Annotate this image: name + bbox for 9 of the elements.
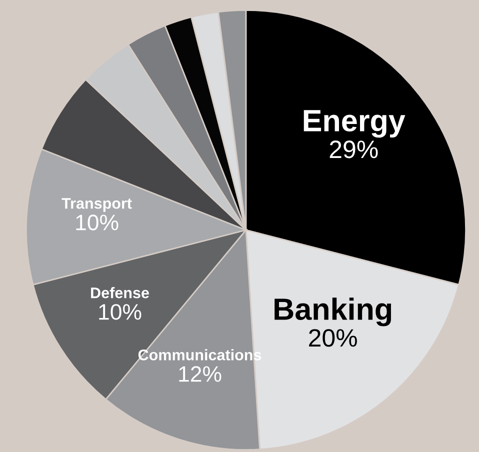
slice-label: Transport <box>62 198 132 212</box>
data-label: 20% <box>309 329 357 347</box>
slice-label: Banking <box>274 298 392 326</box>
data-label: 10% <box>76 214 118 230</box>
slice-label: Energy <box>304 110 406 138</box>
data-label: 29% <box>330 140 378 158</box>
data-label: 10% <box>99 304 142 320</box>
data-label: 12% <box>179 366 222 382</box>
slice-label: Defense <box>91 287 149 298</box>
